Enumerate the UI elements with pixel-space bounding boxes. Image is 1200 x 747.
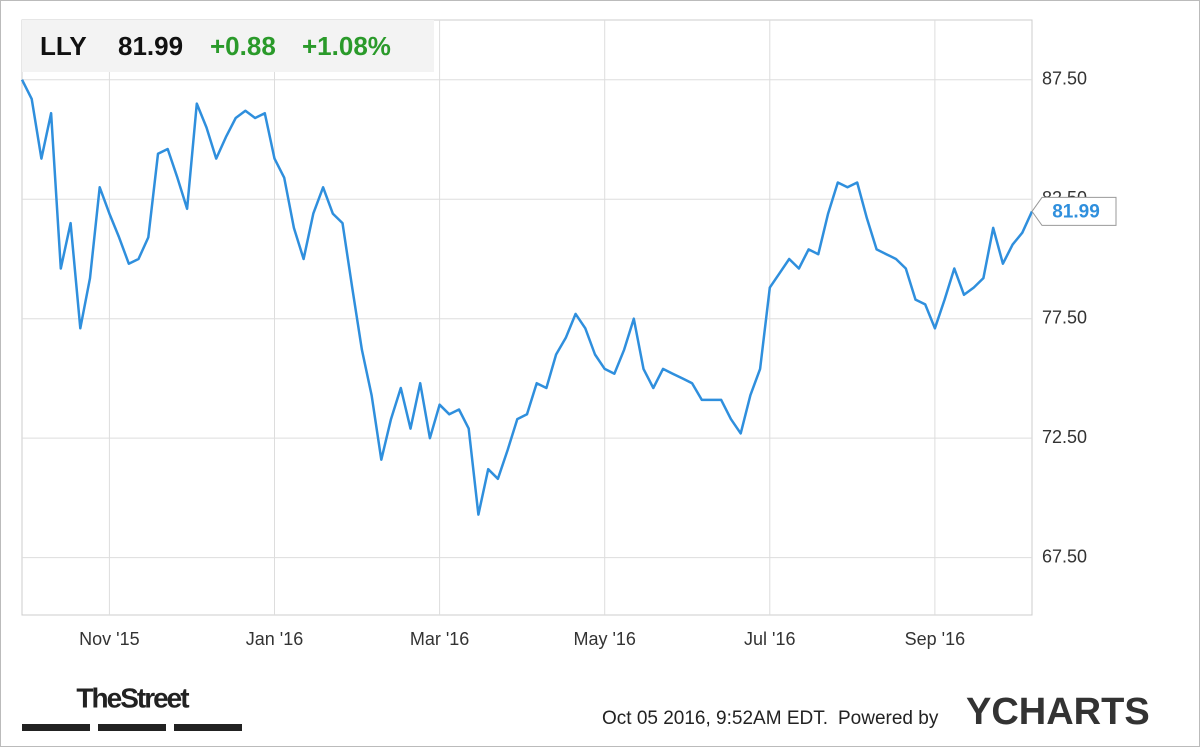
x-tick-label: Nov '15 — [79, 629, 139, 649]
change: +0.88 — [210, 31, 276, 61]
logo-bar — [174, 724, 242, 731]
y-tick-label: 77.50 — [1042, 307, 1087, 327]
x-tick-label: Jul '16 — [744, 629, 795, 649]
x-tick-label: Sep '16 — [905, 629, 966, 649]
last-value-box — [1031, 196, 1117, 226]
brand: YCHARTS — [966, 691, 1150, 733]
source-logo: TheStreet — [76, 682, 189, 713]
x-tick-label: Mar '16 — [410, 629, 469, 649]
x-tick-label: Jan '16 — [246, 629, 303, 649]
plot-area — [21, 19, 1033, 616]
powered-by: Powered by — [838, 708, 939, 729]
header-box — [22, 20, 434, 72]
logo-bar — [98, 724, 166, 731]
change-pct: +1.08% — [302, 31, 391, 61]
price: 81.99 — [118, 31, 183, 61]
y-tick-label: 72.50 — [1042, 427, 1087, 447]
timestamp: Oct 05 2016, 9:52AM EDT. — [602, 708, 828, 729]
x-tick-label: May '16 — [573, 629, 635, 649]
y-tick-label: 87.50 — [1042, 68, 1087, 88]
last-value-marker: 81.99 — [1031, 196, 1117, 226]
price-line — [20, 79, 1034, 516]
last-value-label: 81.99 — [1052, 201, 1100, 222]
ticker: LLY — [40, 31, 87, 61]
y-tick-label: 67.50 — [1042, 546, 1087, 566]
logo-bar — [22, 724, 90, 731]
